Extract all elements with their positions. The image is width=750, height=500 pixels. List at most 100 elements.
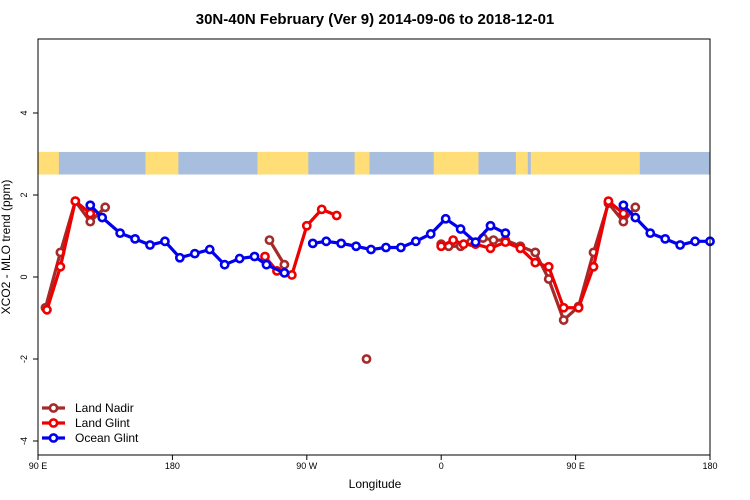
data-point [204,244,215,255]
series-layer [40,196,715,364]
series-line [89,204,286,275]
data-point [97,212,108,223]
x-tick-label: 90 W [296,461,318,471]
data-point [488,235,499,245]
data-point [410,236,421,247]
x-tick-label: 180 [165,461,180,471]
series-land-glint [42,196,629,315]
map-land [515,151,528,175]
data-point [690,236,700,247]
map-land [624,151,640,175]
data-point [425,229,436,239]
data-point [558,302,569,313]
data-point [174,252,185,263]
data-point [307,238,318,249]
data-point [618,216,629,227]
x-tick-label: 180 [702,461,717,471]
data-point [316,204,327,215]
legend-item: Land Nadir [42,401,134,415]
data-point [645,228,656,239]
x-tick-label: 0 [439,461,444,471]
data-point [331,210,342,221]
data-point [234,253,245,264]
series-line [43,199,107,309]
y-tick-label: -2 [19,355,29,363]
data-point [440,213,451,224]
map-land [155,151,179,175]
map-land [264,151,309,175]
series-line [45,199,92,311]
plot-frame [37,38,711,456]
x-tick-label: 90 E [29,461,48,471]
legend-item: Land Glint [42,416,130,430]
map-land [433,151,472,175]
data-point [588,261,599,272]
data-point [366,244,376,255]
y-tick-label: 4 [19,110,29,115]
data-point [145,240,155,250]
legend-item: Ocean Glint [42,431,139,445]
data-point [455,224,466,234]
legend-marker [48,433,59,443]
map-land [354,151,370,175]
data-point [543,261,554,272]
y-axis: -4 -2 0 2 4 [19,110,38,445]
data-point [100,202,111,213]
legend-label: Land Glint [75,416,130,430]
data-point [530,247,541,258]
data-point [279,267,290,278]
data-point [160,236,170,247]
data-point [42,304,52,315]
data-point [115,228,126,239]
data-point [336,238,347,249]
map-land [465,151,479,175]
data-point [321,236,332,247]
legend-label: Ocean Glint [75,431,139,445]
data-point [485,220,496,231]
legend-label: Land Nadir [75,401,134,415]
data-point [219,259,230,270]
y-tick-label: 2 [19,192,29,197]
y-axis-label: XCO2 - MLO trend (ppm) [0,180,13,315]
data-point [500,237,511,248]
data-point [500,228,511,239]
data-point [264,235,275,245]
chart-title: 30N-40N February (Ver 9) 2014-09-06 to 2… [196,11,555,28]
data-point [395,242,406,253]
data-point [530,257,541,268]
data-point [279,259,290,270]
data-point [189,248,200,259]
x-axis: 90 E 180 90 W 0 90 E 180 [29,455,718,471]
data-point [381,242,391,253]
data-point [485,243,496,254]
data-point [70,196,81,207]
data-point [558,315,569,325]
data-point [85,208,96,219]
data-point [286,270,297,280]
series-land-nadir [40,196,641,364]
data-point [260,251,270,262]
data-point [249,251,260,262]
legend-marker [48,418,59,428]
y-tick-label: 0 [19,274,29,279]
data-point [351,241,361,252]
data-point [85,200,96,211]
data-point [573,302,584,313]
data-point [261,259,272,270]
series-ocean-glint [85,200,715,278]
data-point [470,237,481,248]
data-point [55,261,66,272]
y-tick-label: -4 [19,437,29,445]
map-land [530,151,628,175]
data-point [660,233,671,244]
map-land [38,151,59,175]
data-point [361,354,372,364]
data-point [301,220,312,231]
data-point [130,233,140,244]
data-point [436,241,447,252]
data-point [603,196,614,207]
x-tick-label: 90 E [566,461,585,471]
world-map-strip [38,151,710,175]
